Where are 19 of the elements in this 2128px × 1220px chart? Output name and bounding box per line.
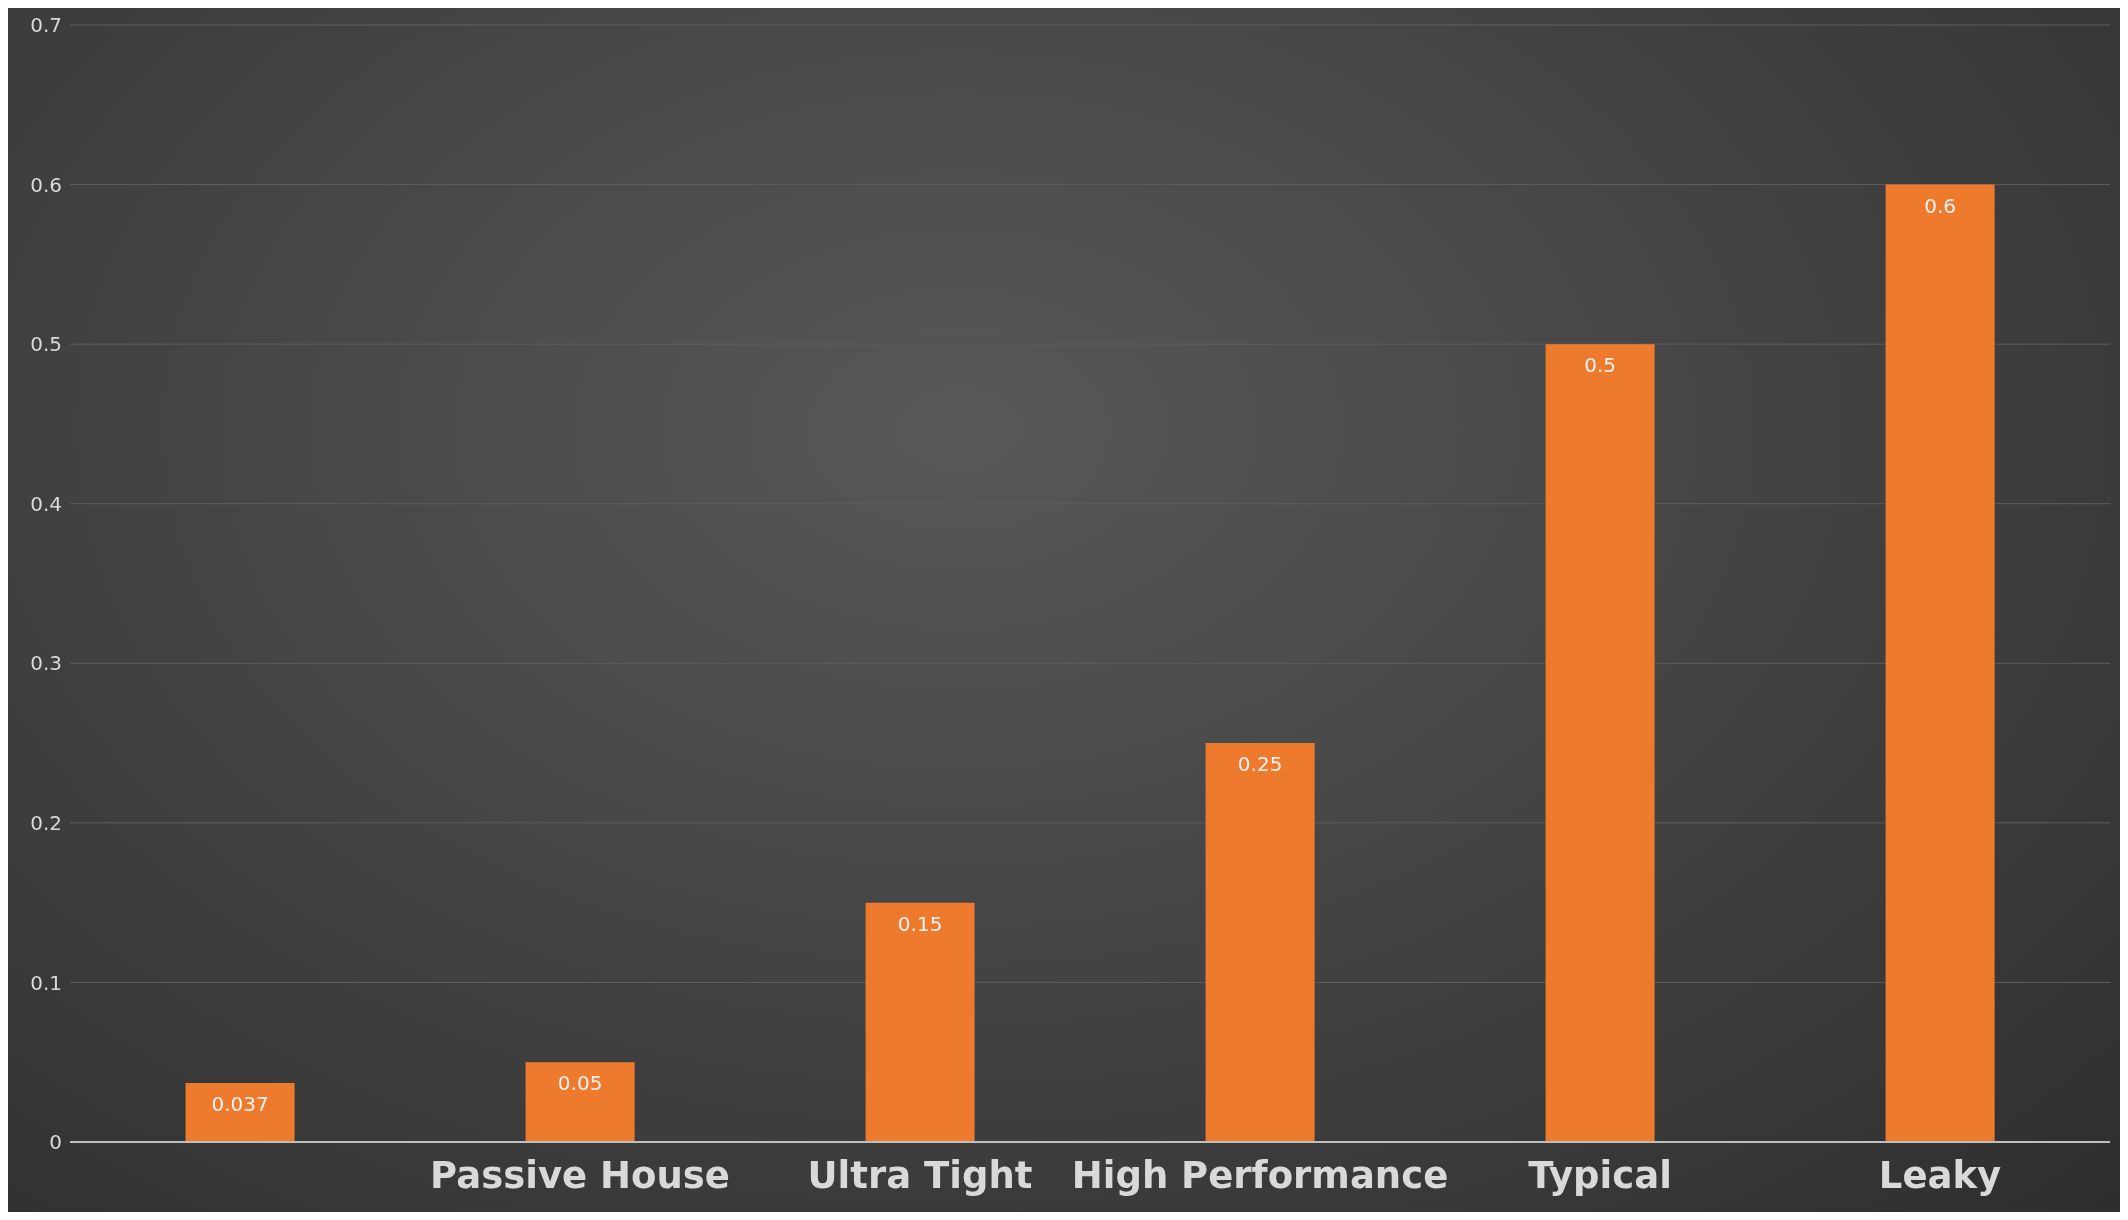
data-label: 0.037 — [211, 1092, 269, 1117]
data-label: 0.6 — [1924, 193, 1957, 218]
y-tick-label: 0.3 — [30, 651, 62, 676]
y-tick-label: 0.2 — [30, 810, 62, 835]
data-label: 0.25 — [1237, 752, 1283, 777]
data-label: 0.05 — [557, 1071, 603, 1096]
y-tick-label: 0.5 — [30, 332, 62, 357]
x-tick-label: High Performance — [1071, 1154, 1449, 1198]
x-tick-label: Typical — [1528, 1154, 1672, 1198]
data-label: 0.5 — [1584, 353, 1617, 378]
y-tick-label: 0 — [49, 1130, 62, 1155]
x-tick-label: Ultra Tight — [807, 1154, 1033, 1198]
y-tick-label: 0.1 — [30, 970, 62, 995]
x-tick-label: Passive House — [430, 1154, 730, 1198]
data-label: 0.15 — [897, 911, 943, 936]
y-tick-label: 0.4 — [30, 491, 62, 516]
y-tick-label: 0.6 — [30, 172, 62, 197]
y-tick-label: 0.7 — [30, 13, 62, 38]
x-tick-label: Leaky — [1878, 1154, 2002, 1198]
